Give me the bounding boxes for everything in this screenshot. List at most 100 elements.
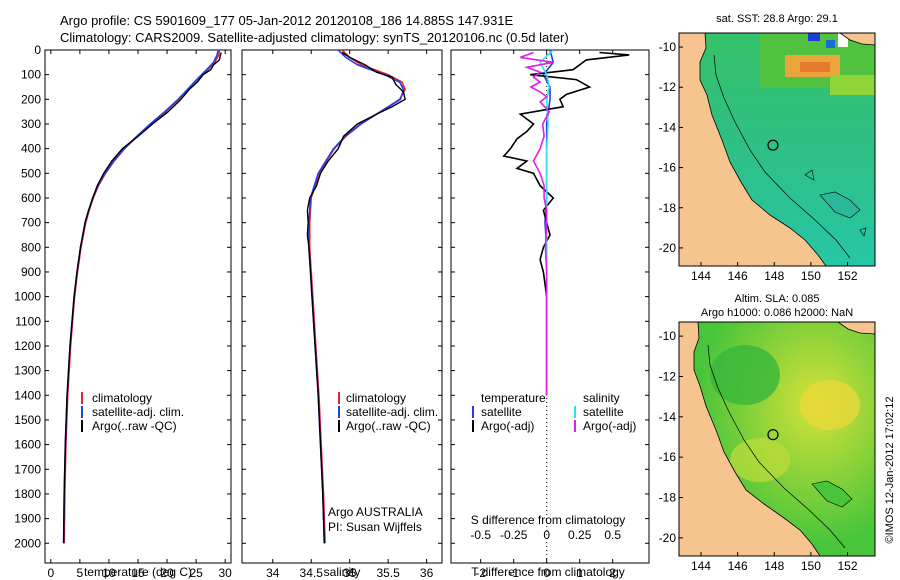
isobath	[707, 344, 846, 549]
legend-label-climatology: climatology	[346, 391, 406, 405]
depth-tick-label: 1800	[14, 487, 41, 501]
lat-tick-label: -20	[659, 531, 677, 545]
legend-label-satellite: satellite-adj. clim.	[346, 405, 438, 419]
temperature-legend: climatology satellite-adj. clim. Argo(..…	[81, 391, 184, 433]
lat-tick-label: -14	[659, 410, 677, 424]
sla-map-frame	[678, 321, 876, 557]
difference-depth-ticks	[451, 49, 649, 544]
legend-label-temp-argo: Argo(-adj)	[481, 419, 534, 433]
lon-tick-label: 148	[764, 559, 784, 573]
depth-tick-label: 200	[21, 92, 41, 106]
x-tick-label: 30	[219, 566, 233, 580]
x-tick-label: -1	[508, 566, 519, 580]
temperature-profiles	[62, 50, 222, 544]
header-line-1: Argo profile: CS 5901609_177 05-Jan-2012…	[60, 13, 514, 28]
depth-tick-label: 2000	[14, 536, 41, 550]
header-line-2: Climatology: CARS2009. Satellite-adjuste…	[60, 30, 569, 45]
depth-tick-label: 1900	[14, 512, 41, 526]
lat-tick-label: -10	[659, 40, 677, 54]
sla-map-title-line-1: Altim. SLA: 0.085	[735, 293, 820, 305]
legend-label-sal-argo: Argo(-adj)	[583, 419, 636, 433]
lon-tick-label: 146	[728, 559, 748, 573]
x-tick-label: 36	[420, 566, 434, 580]
depth-tick-label: 0	[34, 43, 41, 57]
reef-outline	[804, 169, 867, 237]
x-tick-label: 35	[343, 566, 357, 580]
sst-warm-patch	[830, 75, 875, 95]
depth-tick-label: 1700	[14, 462, 41, 476]
salinity-profiles	[306, 50, 406, 544]
depth-tick-label: 1300	[14, 364, 41, 378]
land-australia	[679, 33, 827, 266]
depth-tick-label: 600	[21, 191, 41, 205]
temperature-panel: 0100200300400500600700800900100011001200…	[14, 43, 232, 580]
x2-tick-label: -0.25	[500, 528, 528, 542]
x-tick-label: 0	[47, 566, 54, 580]
salinity-axes	[241, 49, 443, 564]
x-tick-label: 25	[189, 566, 203, 580]
argo-position-marker	[767, 139, 779, 151]
legend-title-temperature: temperature	[481, 391, 546, 405]
salinity-panel: 34 34.5 35 35.5 36 climatology satellite-adj…	[241, 49, 443, 580]
lat-tick-label: -12	[659, 369, 677, 383]
depth-tick-label: 1500	[14, 413, 41, 427]
legend-label-climatology: climatology	[92, 391, 152, 405]
lon-tick-label: 152	[838, 559, 858, 573]
depth-tick-label: 1400	[14, 388, 41, 402]
lon-tick-label: 144	[691, 269, 711, 283]
lon-tick-label: 150	[801, 559, 821, 573]
x-tick-label: 20	[160, 566, 174, 580]
legend-label-temp-satellite: satellite	[481, 405, 522, 419]
copyright-timestamp: ©IMOS 12-Jan-2012 17:02:12	[884, 397, 896, 544]
lat-tick-label: -14	[659, 120, 677, 134]
x-tick-label: 15	[131, 566, 145, 580]
float-pi-label: PI: Susan Wijffels	[328, 520, 422, 534]
lat-tick-label: -16	[659, 450, 677, 464]
reef-outline	[811, 480, 853, 508]
lat-tick-label: -16	[659, 161, 677, 175]
sst-map-frame	[678, 32, 876, 267]
depth-tick-label: 500	[21, 166, 41, 180]
sst-map-axes: 144 146 148 150 152 -10 -12 -14 -16 -18 -20	[659, 40, 858, 283]
x-tick-label: 10	[102, 566, 116, 580]
lat-tick-label: -20	[659, 241, 677, 255]
salinity-difference-x-label: S difference from climatology	[471, 513, 626, 527]
salinity-x-axis: 34 34.5 35 35.5 36	[266, 50, 434, 580]
sla-map-axes: 144 146 148 150 152 -10 -12 -14 -16 -18 -20	[659, 329, 858, 573]
sst-cloud-patch	[826, 40, 835, 48]
reef-outline	[819, 191, 861, 219]
temperature-x-label: temperature (deg C)	[84, 565, 192, 579]
float-program-label: Argo AUSTRALIA	[328, 505, 423, 519]
temperature-difference-x-label: T difference from climatology	[471, 565, 625, 579]
lat-tick-label: -12	[659, 80, 677, 94]
depth-tick-label: 1100	[15, 314, 41, 328]
temperature-x-axis: 0 5 10 15 20 25 30	[47, 50, 232, 580]
x-tick-label: 2	[609, 566, 616, 580]
salinity-x-label: salinity	[324, 565, 361, 579]
depth-tick-label: 700	[21, 216, 41, 230]
legend-label-argo: Argo(..raw -QC)	[92, 419, 177, 433]
lat-tick-label: -18	[659, 491, 677, 505]
x2-tick-label: 0.25	[568, 528, 592, 542]
depth-tick-label: 400	[21, 142, 41, 156]
land-australia	[679, 322, 821, 556]
profile-line-argo-raw-qc-	[62, 52, 222, 544]
salinity-depth-ticks	[242, 49, 442, 544]
x-tick-label: 34.5	[300, 566, 324, 580]
depth-tick-label: 100	[21, 68, 41, 82]
depth-tick-label: 1600	[14, 438, 41, 452]
isobath	[713, 54, 851, 259]
x-tick-label: 35.5	[376, 566, 400, 580]
sst-cloud-patch	[808, 33, 820, 41]
lon-tick-label: 144	[691, 559, 711, 573]
x-tick-label: 1	[576, 566, 583, 580]
legend-title-salinity: salinity	[583, 391, 620, 405]
sla-map: Altim. SLA: 0.085 Argo h1000: 0.086 h200…	[659, 293, 876, 573]
argo-float-position	[767, 139, 779, 151]
lon-tick-label: 146	[728, 269, 748, 283]
sst-hot-patch	[800, 62, 830, 72]
difference-profiles	[502, 50, 630, 396]
